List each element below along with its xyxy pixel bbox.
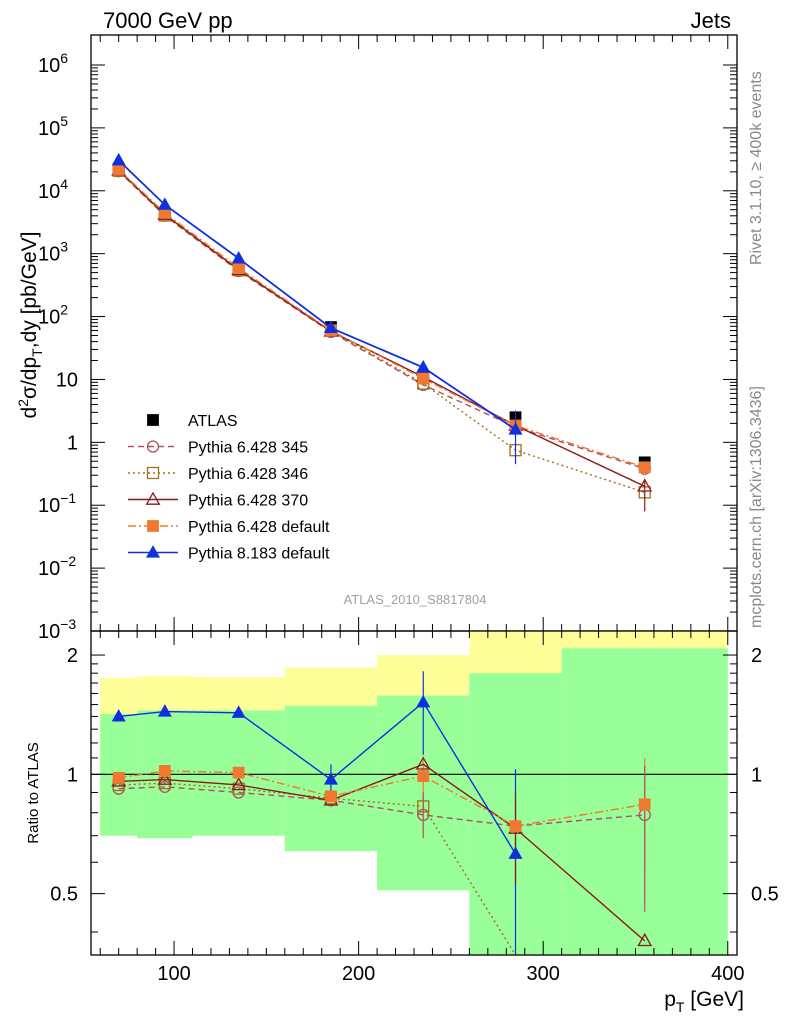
ratio-point-3-0 [112,771,125,784]
ratio-point-3-4 [417,770,430,782]
ratio-point-2-4 [415,756,431,770]
legend-label-0: ATLAS [188,413,238,430]
ratio-point-2-1 [157,771,173,785]
ratio-ytick-label: 2 [67,645,78,667]
legend-label-2: Pythia 6.428 346 [188,466,308,483]
main-ylabel: d2σ/dpT,dy [pb/GeV] [15,232,45,419]
legend-label-1: Pythia 6.428 345 [188,440,308,457]
xtick-label: 200 [342,963,375,985]
main-point-5-1 [157,197,172,210]
ratio-ytick-label-right: 1 [751,764,762,786]
xtick-label: 100 [157,963,190,985]
main-ytick-label: 10−1 [38,490,76,517]
ratio-point-3-1 [158,765,171,777]
header-left: 7000 GeV pp [103,8,233,33]
ratio-point-3-3 [325,790,337,803]
ratio-point-4-2 [231,705,246,718]
ratio-ytick-label: 1 [67,764,78,786]
ratio-point-3-5 [509,820,522,833]
ratio-point-3-6 [638,798,651,811]
main-point-5-0 [111,152,126,166]
main-ytick-label: 103 [38,239,68,266]
legend-marker-3 [145,491,161,505]
main-panel-frame [90,34,738,632]
legend-label-5: Pythia 8.183 default [188,546,330,563]
main-point-5-2 [231,251,246,264]
analysis-id: ATLAS_2010_S8817804 [344,592,487,607]
svg-text:d2σ/dpT,dy [pb/GeV]: d2σ/dpT,dy [pb/GeV] [15,232,45,419]
main-ytick-label: 106 [38,50,68,77]
svg-text:pT [GeV]: pT [GeV] [664,988,744,1015]
legend-marker-1 [146,440,160,453]
ratio-band-green [100,713,138,775]
ratio-point-4-4 [416,694,431,708]
main-ytick-label: 102 [38,302,68,329]
mcplots-note: mcplots.cern.ch [arXiv:1306.3436] [748,386,765,628]
legend-marker-0 [147,414,159,426]
xtick-label: 400 [711,963,744,985]
main-ytick-label: 1 [67,432,78,454]
ratio-series-line-1 [118,782,517,956]
main-point-4-6 [638,461,651,474]
ratio-uncertainty-bands [100,631,728,955]
ratio-panel-frame [90,630,738,956]
main-panel: 10−3 10−2 10−1 1 10 102 103 104 105 106 [38,35,737,643]
xtick-label: 300 [527,963,560,985]
main-panel-series [111,152,653,512]
ratio-panel: 0.5 0.5 1 1 2 2 100 200 300 400 [50,631,779,985]
ratio-panel-series [111,671,653,956]
main-series-line-5 [118,159,517,431]
x-axis-label: pT [GeV] [664,988,744,1015]
main-ytick-label: 10−2 [38,553,76,580]
ratio-point-1-4 [417,800,430,813]
ratio-band-green [192,710,285,775]
ratio-point-4-1 [157,704,172,717]
main-ytick-label: 104 [38,176,68,203]
ratio-ytick-label: 0.5 [50,884,78,906]
legend-marker-4 [147,520,159,532]
ratio-point-4-0 [111,709,126,722]
ratio-band-green [284,705,378,775]
legend-label-4: Pythia 6.428 default [188,519,330,536]
legend-marker-2 [146,466,160,480]
main-ytick-label: 10−3 [38,616,76,643]
header-right: Jets [691,8,731,33]
ratio-point-2-6 [637,932,653,947]
legend: ATLAS Pythia 6.428 345 Pythia 6.428 346 Pyt… [128,413,330,563]
legend-marker-5 [145,545,161,558]
ratio-band-green-lower [137,774,193,839]
main-point-4-2 [232,262,245,274]
ratio-ytick-label-right: 2 [751,645,762,667]
legend-label-3: Pythia 6.428 370 [188,493,308,510]
rivet-version-note: Rivet 3.1.10, ≥ 400k events [748,71,765,265]
ratio-point-3-2 [232,766,245,779]
main-ytick-label: 105 [38,113,68,140]
main-point-4-0 [112,163,125,176]
ratio-ytick-label-right: 0.5 [751,884,779,906]
ratio-band-green [137,710,193,775]
ratio-point-2-2 [231,777,247,791]
main-ytick-label: 10 [56,369,78,391]
ratio-point-4-3 [323,772,338,785]
ratio-ylabel: Ratio to ATLAS [25,742,42,843]
main-point-5-3 [323,320,338,333]
main-point-4-4 [417,372,430,385]
ratio-point-4-5 [508,846,523,859]
ratio-series-line-4 [118,701,517,855]
